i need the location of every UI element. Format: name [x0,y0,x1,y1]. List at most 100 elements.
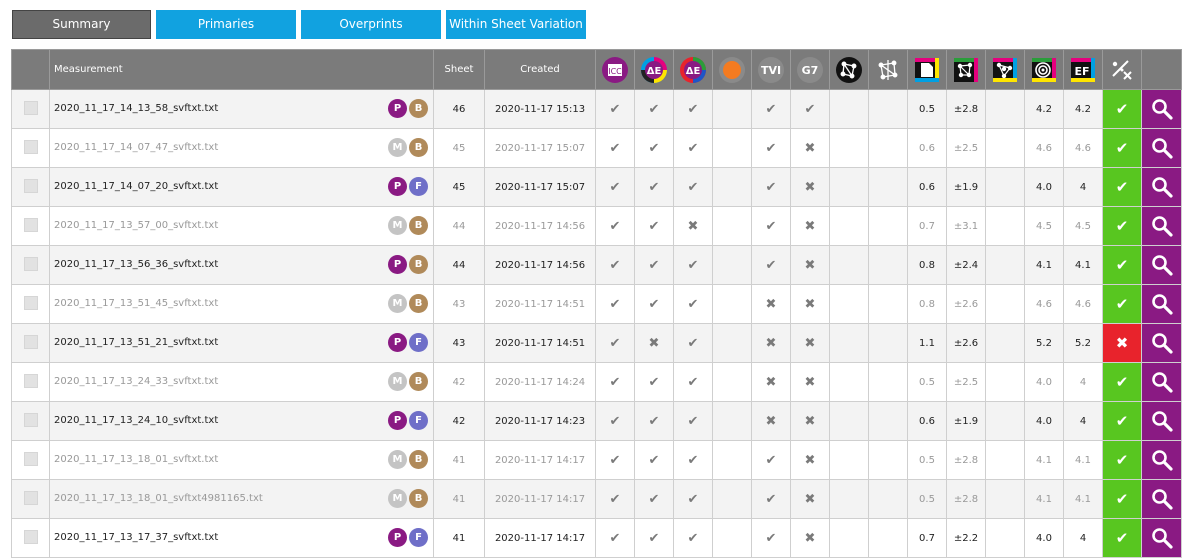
magnifier-icon [1151,489,1173,510]
row-checkbox[interactable] [23,217,38,232]
row-checkbox[interactable] [23,412,38,427]
network-check-cell [829,518,869,558]
delta-e-rgb-check-cell: ✖ [673,206,713,246]
row-select-cell[interactable] [11,440,50,480]
row-checkbox[interactable] [23,373,38,388]
row-select-cell[interactable] [11,284,50,324]
row-select-cell[interactable] [11,89,50,129]
tvi-check-cell: ✔ [751,128,791,168]
view-button[interactable] [1141,362,1182,402]
row-select-cell[interactable] [11,128,50,168]
spot-check-cell [712,206,752,246]
view-button[interactable] [1141,284,1182,324]
network-outline-check-cell [868,401,908,441]
row-select-cell[interactable] [11,479,50,519]
network-outline-check-cell [868,167,908,207]
row-checkbox[interactable] [23,295,38,310]
status-cell: ✔ [1102,128,1142,168]
row-checkbox[interactable] [23,451,38,466]
row-checkbox[interactable] [23,139,38,154]
view-button[interactable] [1141,479,1182,519]
row-checkbox[interactable] [23,490,38,505]
row-select-cell[interactable] [11,245,50,285]
sheet-cell: 45 [433,167,485,207]
page-network-color-value-cell [985,128,1025,168]
row-select-cell[interactable] [11,167,50,207]
tvi-check-cell: ✔ [751,518,791,558]
tab-within-sheet-variation[interactable]: Within Sheet Variation [446,10,586,39]
measurement-name: 2020_11_17_13_18_01_svftxt.txt [54,454,219,465]
row-select-cell[interactable] [11,206,50,246]
view-button[interactable] [1141,518,1182,558]
type-badge: M [388,489,407,508]
tab-overprints[interactable]: Overprints [301,10,441,39]
magnifier-icon [1151,216,1173,237]
type-badge: P [388,528,407,547]
sheet-cell: 41 [433,440,485,480]
header-delta-e-rgb-icon: ΔE [673,49,713,90]
tab-primaries[interactable]: Primaries [156,10,296,39]
row-select-cell[interactable] [11,518,50,558]
view-button[interactable] [1141,401,1182,441]
created-cell: 2020-11-17 14:51 [484,323,596,363]
header-tvi-icon: TVI [751,49,791,90]
view-button[interactable] [1141,128,1182,168]
icc-check-cell: ✔ [595,128,635,168]
row-select-cell[interactable] [11,362,50,402]
view-button[interactable] [1141,206,1182,246]
row-checkbox[interactable] [23,100,38,115]
view-button[interactable] [1141,323,1182,363]
measurement-name: 2020_11_17_13_56_36_svftxt.txt [54,259,219,270]
type-badge: P [388,255,407,274]
row-checkbox[interactable] [23,256,38,271]
magnifier-icon [1151,528,1173,549]
tab-summary[interactable]: Summary [12,10,151,39]
row-checkbox[interactable] [23,334,38,349]
sheet-cell: 45 [433,128,485,168]
page-value-cell: 0.6 [907,167,947,207]
row-checkbox[interactable] [23,178,38,193]
target-value-cell: 5.2 [1024,323,1064,363]
page-value-cell: 0.5 [907,479,947,519]
view-button[interactable] [1141,89,1182,129]
header-measurement[interactable]: Measurement [49,49,434,90]
view-button[interactable] [1141,245,1182,285]
header-created[interactable]: Created [484,49,596,90]
row-select-cell[interactable] [11,401,50,441]
network-outline-check-cell [868,206,908,246]
view-button[interactable] [1141,440,1182,480]
header-sheet[interactable]: Sheet [433,49,485,90]
measurement-name: 2020_11_17_14_07_20_svftxt.txt [54,181,219,192]
row-select-cell[interactable] [11,323,50,363]
network-outline-check-cell [868,362,908,402]
status-cell: ✔ [1102,518,1142,558]
view-button[interactable] [1141,167,1182,207]
row-checkbox[interactable] [23,529,38,544]
status-cell: ✖ [1102,323,1142,363]
